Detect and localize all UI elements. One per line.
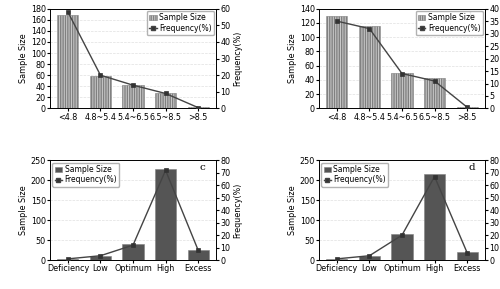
Y-axis label: Frequency(%): Frequency(%) [233, 183, 242, 238]
Bar [188, 107, 208, 108]
Legend: Sample Size, Frequency(%): Sample Size, Frequency(%) [322, 163, 388, 187]
Bar [424, 78, 445, 108]
Text: b: b [468, 12, 475, 21]
Bar [155, 93, 176, 108]
Legend: Sample Size, Frequency(%): Sample Size, Frequency(%) [416, 11, 482, 35]
Bar [188, 250, 208, 260]
Y-axis label: Frequency(%): Frequency(%) [233, 31, 242, 86]
Y-axis label: Sample Size: Sample Size [288, 186, 297, 235]
Bar [122, 85, 144, 108]
Bar [90, 256, 111, 260]
Bar [359, 256, 380, 260]
Y-axis label: Sample Size: Sample Size [288, 34, 297, 83]
Bar [456, 252, 477, 260]
Bar [58, 15, 78, 108]
Y-axis label: Sample Size: Sample Size [19, 34, 28, 83]
Bar [392, 73, 412, 108]
Bar [90, 76, 111, 108]
Text: a: a [200, 12, 205, 21]
Text: c: c [200, 163, 205, 172]
Y-axis label: Sample Size: Sample Size [19, 186, 28, 235]
Bar [122, 244, 144, 260]
Bar [392, 234, 412, 260]
Bar [155, 169, 176, 260]
Bar [326, 16, 347, 108]
Text: d: d [468, 163, 475, 172]
Legend: Sample Size, Frequency(%): Sample Size, Frequency(%) [52, 163, 120, 187]
Bar [326, 259, 347, 260]
Bar [424, 174, 445, 260]
Legend: Sample Size, Frequency(%): Sample Size, Frequency(%) [146, 11, 214, 35]
Bar [58, 259, 78, 260]
Bar [359, 27, 380, 108]
Bar [456, 107, 477, 108]
